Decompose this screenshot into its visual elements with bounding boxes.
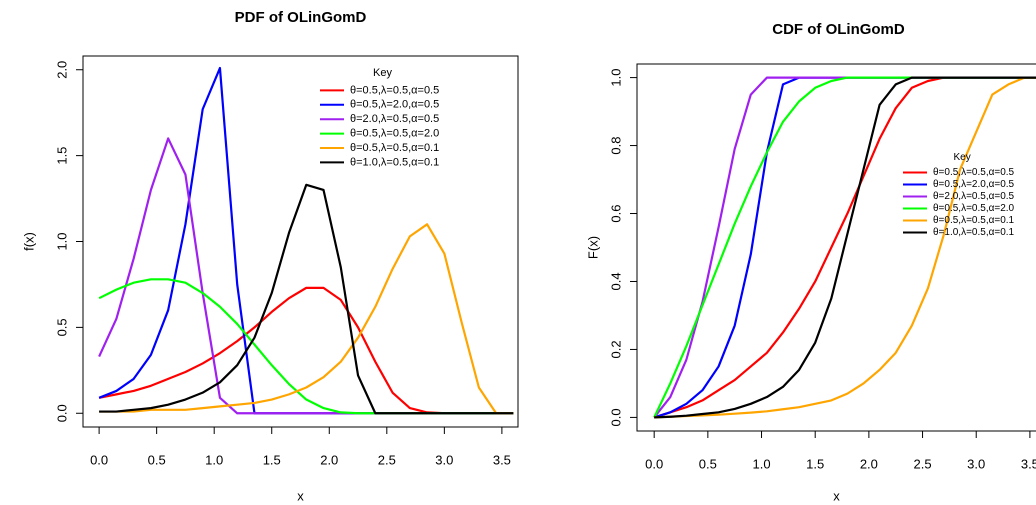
x-tick-label: 2.0: [320, 452, 338, 467]
x-tick-label: 0.0: [645, 456, 663, 471]
legend-label: θ=0.5,λ=2.0,α=0.5: [350, 99, 439, 111]
x-tick-label: 2.5: [914, 456, 932, 471]
series-line: [98, 286, 514, 415]
y-tick-label: 0.0: [608, 408, 623, 426]
y-tick-label: 1.5: [54, 147, 69, 165]
y-tick-label: 2.0: [54, 61, 69, 79]
series-line: [654, 76, 1036, 419]
legend-label: θ=0.5,λ=0.5,α=0.1: [350, 142, 439, 154]
legend-label: θ=2.0,λ=0.5,α=0.5: [933, 191, 1015, 202]
plot-box: [82, 55, 519, 428]
plot-box: [636, 63, 1036, 432]
x-tick-label: 3.5: [1021, 456, 1036, 471]
y-tick-label: 0.5: [54, 318, 69, 336]
legend-label: θ=0.5,λ=0.5,α=2.0: [933, 203, 1015, 214]
y-tick-label: 0.0: [54, 404, 69, 422]
legend-label: θ=0.5,λ=0.5,α=0.5: [933, 167, 1015, 178]
legend-label: θ=0.5,λ=0.5,α=2.0: [350, 128, 439, 140]
series-line: [98, 137, 514, 415]
series-line: [99, 223, 514, 415]
y-tick-label: 0.2: [608, 340, 623, 358]
x-tick-label: 2.0: [860, 456, 878, 471]
x-tick-label: 1.0: [752, 456, 770, 471]
legend-label: θ=1.0,λ=0.5,α=0.1: [933, 227, 1015, 238]
y-tick-label: 0.4: [608, 272, 623, 290]
x-tick-label: 3.5: [493, 452, 511, 467]
x-tick-label: 0.5: [699, 456, 717, 471]
x-tick-label: 3.0: [435, 452, 453, 467]
y-axis-label: f(x): [21, 232, 36, 251]
x-axis-label: x: [297, 488, 304, 503]
y-tick-label: 0.6: [608, 204, 623, 222]
chart-title: CDF of OLinGomD: [772, 21, 905, 38]
legend-label: θ=0.5,λ=0.5,α=0.1: [933, 215, 1015, 226]
legend-title: Key: [373, 67, 392, 79]
x-axis-label: x: [833, 488, 840, 503]
y-tick-label: 1.0: [54, 232, 69, 250]
legend-label: θ=0.5,λ=2.0,α=0.5: [933, 179, 1015, 190]
series-line: [98, 66, 514, 415]
x-tick-label: 0.5: [148, 452, 166, 467]
series-line: [654, 76, 1036, 419]
legend-title: Key: [953, 152, 970, 163]
x-tick-label: 1.5: [263, 452, 281, 467]
legend-label: θ=2.0,λ=0.5,α=0.5: [350, 113, 439, 125]
x-tick-label: 0.0: [90, 452, 108, 467]
series-line: [99, 183, 514, 415]
x-tick-label: 3.0: [967, 456, 985, 471]
legend-label: θ=0.5,λ=0.5,α=0.5: [350, 84, 439, 96]
y-tick-label: 0.8: [608, 137, 623, 155]
y-axis-label: F(x): [585, 236, 600, 259]
x-tick-label: 2.5: [378, 452, 396, 467]
series-line: [98, 278, 514, 415]
legend-label: θ=1.0,λ=0.5,α=0.1: [350, 156, 439, 168]
x-tick-label: 1.5: [806, 456, 824, 471]
y-tick-label: 1.0: [608, 69, 623, 87]
x-tick-label: 1.0: [205, 452, 223, 467]
chart-title: PDF of OLinGomD: [235, 9, 367, 26]
